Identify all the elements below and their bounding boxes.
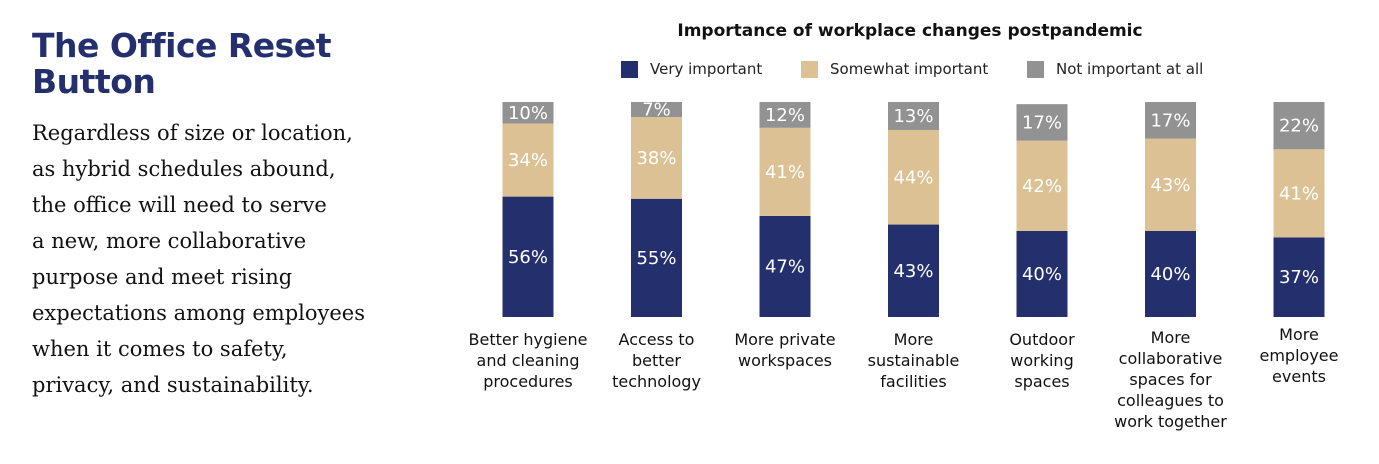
bar-segment-very-important [1145, 231, 1196, 317]
legend-swatch-somewhat-important [801, 60, 818, 78]
headline: The Office Reset Button [32, 26, 331, 101]
category-label: More sustainable facilities [868, 330, 960, 391]
chart-title: Importance of workplace changes postpand… [677, 21, 1143, 41]
data-label-somewhat-important: 42% [1022, 176, 1062, 197]
legend-label-not-important: Not important at all [1056, 60, 1204, 78]
bar-segment-very-important [888, 224, 939, 317]
data-label-very-important: 56% [508, 247, 548, 268]
bar-segment-not-important [759, 102, 811, 128]
bar-segment-not-important [631, 102, 682, 118]
bar-segment-somewhat-important [631, 117, 682, 199]
data-label-very-important: 40% [1150, 264, 1190, 285]
category-label: Access to better technology [612, 330, 701, 391]
data-label-somewhat-important: 34% [508, 150, 548, 171]
category-label: More collaborative spaces for colleagues to… [1114, 328, 1227, 431]
data-label-not-important: 7% [642, 100, 671, 121]
legend-item-somewhat-important: Somewhat important [801, 57, 988, 81]
data-label-somewhat-important: 44% [893, 167, 933, 188]
data-label-somewhat-important: 38% [636, 148, 676, 169]
bar-segment-somewhat-important [502, 123, 554, 197]
chart-legend: Very important Somewhat important Not im… [0, 57, 1379, 81]
data-label-not-important: 22% [1279, 116, 1319, 137]
bar-segment-somewhat-important [1145, 138, 1196, 231]
data-label-not-important: 10% [508, 103, 548, 124]
bar-segment-very-important [1016, 231, 1068, 317]
data-label-somewhat-important: 41% [765, 162, 805, 183]
legend-item-not-important: Not important at all [1027, 57, 1203, 81]
bar-segment-not-important [1016, 104, 1068, 141]
bar-segment-not-important [502, 102, 554, 124]
category-label: More employee events [1260, 325, 1339, 386]
category-label: More private workspaces [734, 330, 835, 370]
bar-segment-not-important [888, 102, 939, 130]
category-label: Better hygiene and cleaning procedures [469, 330, 588, 391]
legend-label-somewhat-important: Somewhat important [830, 60, 989, 78]
data-label-not-important: 17% [1150, 110, 1190, 131]
data-label-very-important: 43% [893, 261, 933, 282]
data-label-very-important: 55% [636, 248, 676, 269]
bar-segment-very-important [631, 198, 682, 317]
bar-segment-very-important [1273, 237, 1325, 317]
legend-swatch-not-important [1027, 60, 1044, 78]
bar-segment-somewhat-important [888, 129, 939, 225]
data-label-very-important: 37% [1279, 267, 1319, 288]
legend-swatch-very-important [621, 60, 638, 78]
data-label-not-important: 17% [1022, 112, 1062, 133]
bar-segment-somewhat-important [1016, 140, 1068, 231]
data-label-very-important: 47% [765, 256, 805, 277]
bar-segment-somewhat-important [759, 127, 811, 216]
data-label-very-important: 40% [1022, 264, 1062, 285]
body-text: Regardless of size or location, as hybri… [32, 121, 365, 397]
bar-segment-very-important [759, 215, 811, 317]
data-label-not-important: 12% [765, 105, 805, 126]
bar-segment-not-important [1273, 102, 1325, 150]
bar-segment-very-important [502, 196, 554, 317]
legend-label-very-important: Very important [650, 60, 763, 78]
legend-item-very-important: Very important [621, 57, 762, 81]
data-label-not-important: 13% [893, 106, 933, 127]
data-label-somewhat-important: 43% [1150, 175, 1190, 196]
data-label-somewhat-important: 41% [1279, 183, 1319, 204]
bar-segment-not-important [1145, 102, 1196, 139]
bar-segment-somewhat-important [1273, 149, 1325, 238]
category-label: Outdoor working spaces [1009, 330, 1075, 391]
